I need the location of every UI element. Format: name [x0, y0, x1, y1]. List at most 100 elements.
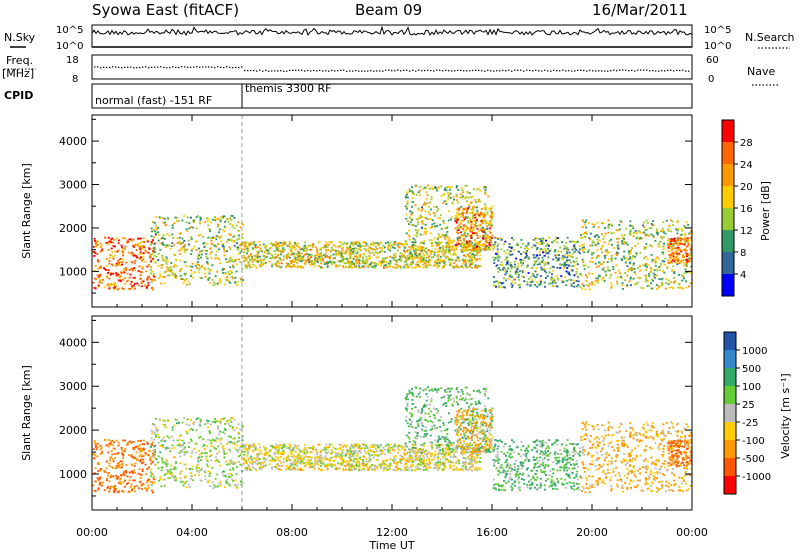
- power-echo-cell: [563, 263, 566, 265]
- freq-point: [397, 69, 399, 71]
- power-echo-cell: [124, 245, 127, 248]
- freq-point: [442, 70, 444, 72]
- power-echo-cell: [294, 242, 296, 244]
- velocity-echo-cell: [142, 454, 145, 457]
- power-echo-cell: [410, 213, 413, 216]
- power-echo-cell: [455, 186, 458, 189]
- velocity-echo-cell: [236, 487, 239, 489]
- velocity-echo-cell: [413, 469, 416, 472]
- power-echo-cell: [147, 281, 150, 284]
- power-echo-cell: [437, 208, 440, 210]
- power-echo-cell: [440, 195, 443, 197]
- velocity-echo-cell: [353, 450, 356, 452]
- power-echo-cell: [115, 237, 118, 240]
- power-echo-cell: [190, 236, 192, 239]
- power-echo-cell: [466, 216, 469, 218]
- power-echo-cell: [253, 254, 256, 257]
- power-echo-cell: [494, 243, 496, 245]
- power-echo-cell: [353, 263, 356, 265]
- power-echo-cell: [484, 232, 487, 235]
- power-echo-cell: [643, 226, 646, 228]
- power-echo-cell: [312, 243, 315, 246]
- power-echo-cell: [340, 254, 343, 257]
- power-echo-cell: [319, 252, 322, 255]
- power-echo-cell: [190, 249, 193, 252]
- power-echo-cell: [279, 266, 282, 269]
- power-echo-cell: [437, 186, 440, 189]
- power-echo-cell: [171, 224, 174, 227]
- power-echo-cell: [508, 275, 511, 278]
- power-echo-cell: [461, 209, 464, 212]
- power-echo-cell: [647, 234, 650, 237]
- power-echo-cell: [373, 262, 376, 265]
- power-echo-cell: [126, 241, 129, 244]
- power-echo-cell: [117, 242, 120, 245]
- velocity-echo-cell: [140, 439, 142, 442]
- velocity-echo-cell: [345, 465, 348, 467]
- power-echo-cell: [128, 238, 131, 241]
- velocity-echo-cell: [123, 450, 126, 453]
- power-echo-cell: [587, 266, 590, 268]
- power-echo-cell: [686, 239, 688, 242]
- power-echo-cell: [650, 267, 653, 269]
- power-echo-cell: [525, 245, 528, 247]
- power-echo-cell: [278, 265, 281, 268]
- velocity-echo-cell: [133, 479, 136, 482]
- power-echo-cell: [446, 231, 449, 233]
- freq-point: [631, 69, 633, 71]
- power-echo-cell: [205, 255, 208, 258]
- power-echo-cell: [583, 232, 586, 234]
- power-echo-cell: [96, 243, 99, 246]
- velocity-echo-cell: [209, 423, 212, 426]
- power-echo-cell: [532, 239, 535, 241]
- power-echo-cell: [620, 221, 623, 224]
- power-echo-cell: [435, 259, 438, 262]
- power-echo-cell: [423, 254, 426, 257]
- power-echo-cell: [187, 280, 190, 283]
- power-echo-cell: [660, 278, 663, 281]
- power-echo-cell: [488, 241, 491, 244]
- power-echo-cell: [143, 241, 146, 243]
- power-echo-cell: [535, 281, 538, 284]
- velocity-echo-cell: [145, 489, 148, 491]
- velocity-echo-cell: [461, 467, 464, 470]
- power-echo-cell: [94, 243, 97, 246]
- power-echo-cell: [470, 260, 472, 263]
- power-echo-cell: [205, 249, 208, 252]
- power-echo-cell: [544, 248, 547, 250]
- power-echo-cell: [664, 257, 667, 260]
- power-echo-cell: [576, 268, 579, 270]
- power-echo-cell: [524, 247, 527, 250]
- power-echo-cell: [440, 261, 443, 263]
- power-echo-cell: [652, 275, 655, 278]
- velocity-echo-cell: [206, 422, 209, 425]
- velocity-echo-cell: [228, 460, 231, 463]
- velocity-echo-cell: [137, 440, 139, 442]
- power-echo-cell: [454, 244, 457, 247]
- power-echo-cell: [139, 278, 142, 281]
- power-echo-cell: [128, 269, 131, 271]
- velocity-echo-cell: [278, 444, 281, 446]
- power-echo-cell: [96, 240, 99, 243]
- power-echo-cell: [445, 200, 448, 203]
- velocity-echo-cell: [285, 465, 288, 467]
- power-echo-cell: [201, 265, 204, 267]
- velocity-echo-cell: [135, 446, 138, 448]
- velocity-echo-cell: [123, 439, 126, 442]
- power-echo-cell: [654, 273, 657, 276]
- freq-point: [310, 70, 312, 72]
- power-echo-cell: [102, 279, 105, 281]
- power-echo-cell: [628, 268, 631, 270]
- power-echo-cell: [504, 268, 507, 270]
- power-echo-cell: [232, 240, 235, 243]
- power-echo-cell: [582, 233, 585, 235]
- freq-point: [526, 69, 528, 71]
- power-colorbar-swatch: [722, 252, 734, 274]
- power-echo-cell: [490, 241, 493, 244]
- power-echo-cell: [293, 255, 296, 258]
- power-echo-cell: [288, 256, 291, 259]
- freq-point: [574, 70, 576, 72]
- power-echo-cell: [679, 236, 681, 239]
- power-echo-cell: [209, 248, 212, 250]
- velocity-echo-cell: [171, 444, 174, 447]
